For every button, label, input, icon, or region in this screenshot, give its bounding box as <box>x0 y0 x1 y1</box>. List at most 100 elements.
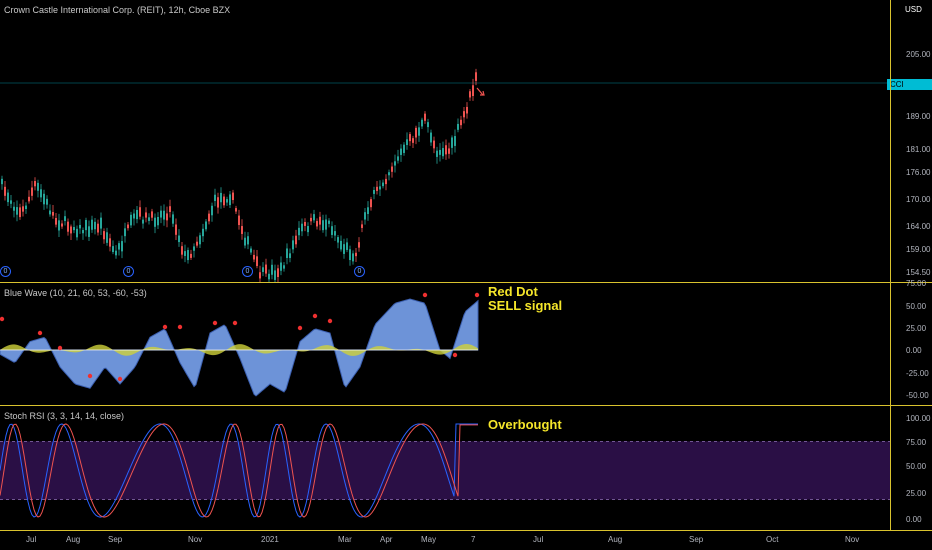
candle-body <box>442 148 444 157</box>
candle-body <box>10 200 12 204</box>
candle-body <box>394 161 396 166</box>
stoch-rsi-title: Stoch RSI (3, 3, 14, 14, close) <box>4 411 125 421</box>
candle-body <box>133 213 135 219</box>
candle-body <box>445 145 447 155</box>
candle-body <box>97 223 99 233</box>
wave-tick: -50.00 <box>906 391 929 400</box>
candle-body <box>244 237 246 246</box>
x-tick: Nov <box>845 535 860 544</box>
candle-body <box>283 265 285 269</box>
stoch-rsi-pane[interactable]: Stoch RSI (3, 3, 14, 14, close) Overboug… <box>0 406 932 530</box>
x-tick: Oct <box>766 535 779 544</box>
candle-body <box>382 182 384 187</box>
signal-dot <box>0 316 5 322</box>
candle-body <box>391 166 393 172</box>
candle-body <box>115 250 117 256</box>
candle-body <box>88 226 90 237</box>
candle-body <box>268 273 270 280</box>
candle-body <box>343 244 345 254</box>
x-tick: Jul <box>26 535 37 544</box>
candle-body <box>271 264 273 275</box>
candle-body <box>139 207 141 217</box>
candle-body <box>304 221 306 226</box>
candle-body <box>373 190 375 194</box>
event-marker[interactable]: 0 <box>354 266 365 277</box>
candle-body <box>184 251 186 256</box>
candle-body <box>322 220 324 231</box>
price-chart[interactable] <box>0 0 890 282</box>
pane-separator[interactable] <box>0 405 932 406</box>
x-tick: May <box>421 535 437 544</box>
x-tick: Nov <box>188 535 203 544</box>
candle-body <box>379 186 381 190</box>
candle-body <box>145 212 147 218</box>
candle-body <box>310 217 312 222</box>
annotation-red-dot: Red Dot <box>488 284 538 299</box>
candle-body <box>280 262 282 271</box>
candle-body <box>16 207 18 215</box>
candle-body <box>319 216 321 225</box>
candle-body <box>136 209 138 220</box>
candle-body <box>418 127 420 136</box>
candle-body <box>400 148 402 155</box>
blue-wave-chart[interactable] <box>0 283 890 405</box>
candle-body <box>421 119 423 127</box>
candle-body <box>475 72 477 81</box>
blue-wave-pane[interactable]: Blue Wave (10, 21, 60, 53, -60, -53) Red… <box>0 283 932 405</box>
candle-body <box>7 192 9 203</box>
candle-body <box>142 219 144 224</box>
candle-body <box>163 210 165 220</box>
candle-body <box>28 196 30 202</box>
candle-body <box>46 198 48 205</box>
candle-body <box>49 210 51 215</box>
candle-body <box>187 250 189 261</box>
candle-body <box>157 216 159 226</box>
event-marker[interactable]: 0 <box>123 266 134 277</box>
price-pane[interactable]: Crown Castle International Corp. (REIT),… <box>0 0 932 282</box>
candle-body <box>202 228 204 237</box>
candle-body <box>430 132 432 143</box>
signal-dot <box>117 376 123 382</box>
candle-body <box>472 85 474 97</box>
candle-body <box>439 149 441 155</box>
candle-body <box>235 208 237 212</box>
candle-body <box>334 231 336 236</box>
ticker-badge: CCI <box>890 80 904 89</box>
candle-body <box>427 122 429 128</box>
candle-body <box>385 178 387 185</box>
candle-body <box>211 205 213 216</box>
candle-body <box>250 248 252 253</box>
pane-separator[interactable] <box>0 282 932 283</box>
candle-body <box>160 210 162 218</box>
stoch-tick: 75.00 <box>906 438 927 447</box>
candle-body <box>169 206 171 212</box>
price-tick: 154.50 <box>906 268 931 277</box>
price-tick: 164.00 <box>906 222 931 231</box>
event-marker[interactable]: 0 <box>0 266 11 277</box>
candle-body <box>37 182 39 191</box>
price-tick: 189.00 <box>906 112 931 121</box>
candle-body <box>457 123 459 130</box>
price-axis-separator <box>890 0 891 530</box>
candle-body <box>424 113 426 121</box>
candle-body <box>40 189 42 198</box>
candle-body <box>289 253 291 258</box>
stoch-rsi-chart[interactable] <box>0 406 890 530</box>
candle-body <box>79 224 81 229</box>
candle-body <box>148 217 150 221</box>
candle-body <box>193 246 195 251</box>
candle-body <box>214 194 216 201</box>
event-marker[interactable]: 0 <box>242 266 253 277</box>
candle-body <box>190 253 192 258</box>
candle-body <box>22 206 24 212</box>
signal-dot <box>162 324 168 330</box>
signal-dot <box>57 345 63 351</box>
candle-body <box>232 192 234 201</box>
candle-body <box>52 212 54 216</box>
stoch-tick: 100.00 <box>906 414 931 423</box>
candle-body <box>106 232 108 243</box>
signal-dot <box>177 324 183 330</box>
candle-body <box>61 223 63 227</box>
candle-body <box>307 226 309 233</box>
down-arrow-icon <box>476 87 485 96</box>
